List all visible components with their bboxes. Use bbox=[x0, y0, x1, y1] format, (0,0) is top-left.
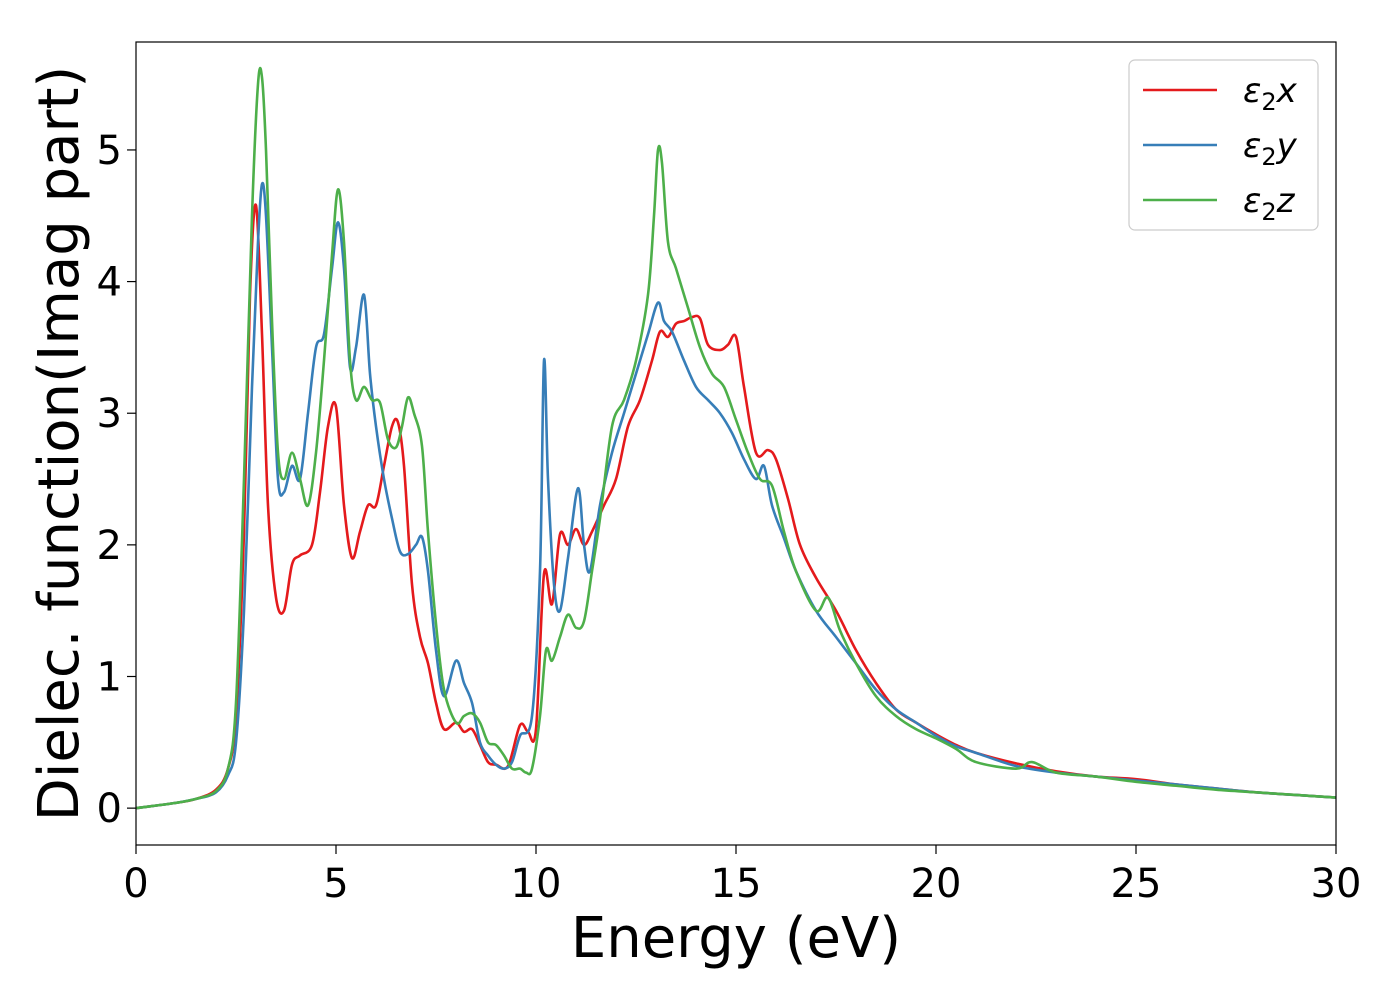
legend-item-x: ε2x bbox=[1143, 71, 1298, 116]
y-tick-label: 3 bbox=[97, 391, 122, 437]
series-line-x bbox=[136, 203, 1336, 810]
x-tick-label: 10 bbox=[511, 861, 562, 907]
x-tick-label: 25 bbox=[1111, 861, 1162, 907]
series-line-y bbox=[136, 181, 1336, 810]
x-tick-label: 0 bbox=[123, 861, 148, 907]
y-tick-label: 2 bbox=[97, 523, 122, 569]
x-tick-label: 20 bbox=[911, 861, 962, 907]
legend-item-y: ε2y bbox=[1143, 126, 1298, 171]
axes-frame bbox=[135, 41, 1337, 846]
x-axis-ticks: 0 5 10 15 20 25 30 bbox=[123, 845, 1361, 907]
y-axis-ticks: 0 1 2 3 4 5 bbox=[97, 128, 136, 832]
y-tick-label: 1 bbox=[97, 655, 122, 701]
y-tick-label: 5 bbox=[97, 128, 122, 174]
y-tick-label: 4 bbox=[97, 260, 122, 306]
x-axis-label: Energy (eV) bbox=[571, 906, 901, 971]
legend-label: ε2x bbox=[1243, 71, 1298, 116]
legend-item-z: ε2z bbox=[1143, 181, 1296, 226]
x-tick-label: 30 bbox=[1311, 861, 1362, 907]
legend-label: ε2y bbox=[1243, 126, 1298, 171]
x-tick-label: 5 bbox=[323, 861, 348, 907]
series-line-z bbox=[136, 66, 1336, 810]
y-axis-label: Dielec. function(Imag part) bbox=[27, 66, 92, 822]
legend-label: ε2z bbox=[1243, 181, 1296, 226]
legend-box bbox=[1128, 59, 1319, 231]
x-tick-label: 15 bbox=[711, 861, 762, 907]
plot-area bbox=[136, 66, 1336, 810]
y-tick-label: 0 bbox=[97, 786, 122, 832]
legend: ε2x ε2y ε2z bbox=[1128, 59, 1319, 231]
